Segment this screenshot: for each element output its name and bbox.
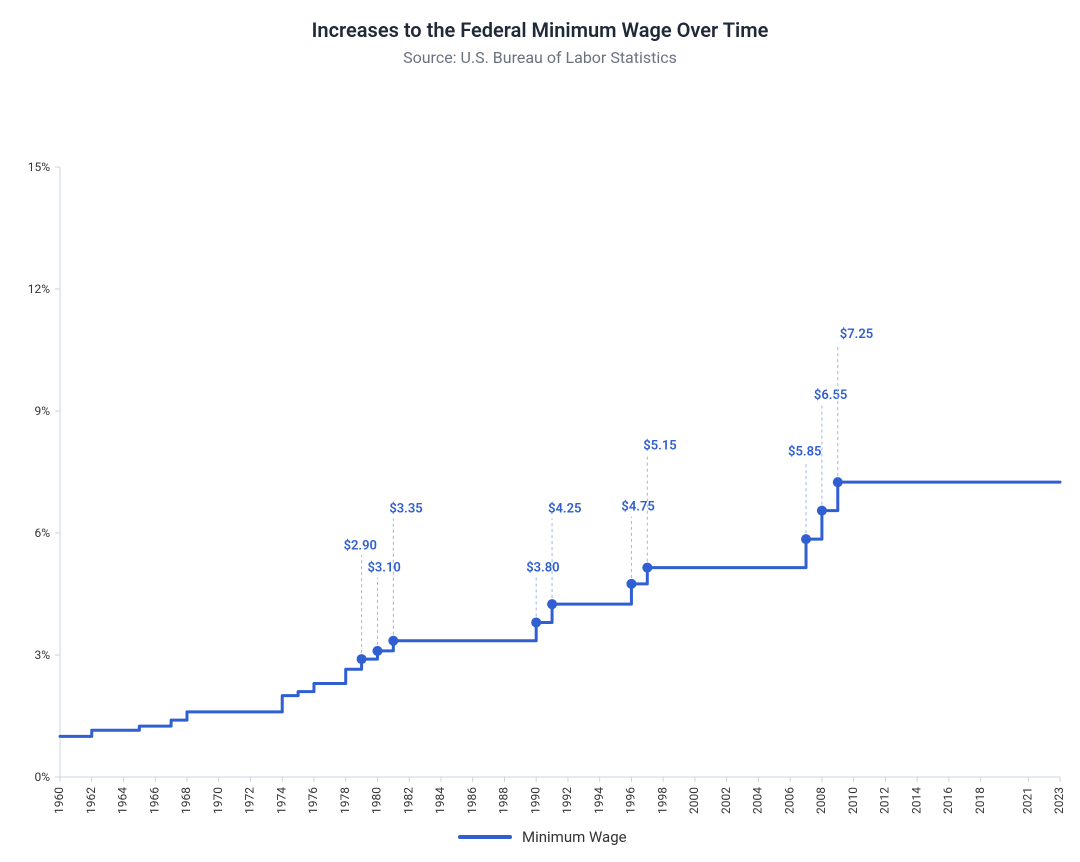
x-tick-label: 2002 xyxy=(719,787,733,814)
y-tick-label: 0% xyxy=(34,770,50,784)
series-marker xyxy=(531,617,541,627)
chart-subtitle: Source: U.S. Bureau of Labor Statistics xyxy=(0,48,1080,67)
x-tick-label: 1966 xyxy=(147,787,161,814)
y-tick-label: 12% xyxy=(28,282,50,296)
x-tick-label: 2008 xyxy=(814,787,828,814)
y-tick-label: 9% xyxy=(34,404,50,418)
series-marker xyxy=(642,563,652,573)
series-marker xyxy=(388,636,398,646)
x-tick-label: 1978 xyxy=(338,787,352,814)
x-tick-label: 1996 xyxy=(624,787,638,814)
x-tick-label: 1992 xyxy=(560,787,574,814)
annotation-label: $6.55 xyxy=(814,388,847,403)
x-tick-label: 1986 xyxy=(465,787,479,814)
annotation-label: $3.10 xyxy=(367,561,400,576)
x-tick-label: 1962 xyxy=(84,787,98,814)
x-tick-label: 2023 xyxy=(1052,787,1066,814)
chart-svg: 0% 3% 6% 9% 12% 15% 1960 1962 1964 1966 1968 1970 19… xyxy=(0,67,1080,862)
y-tick-label: 6% xyxy=(34,526,50,540)
series-marker xyxy=(357,654,367,664)
y-tick-label: 15% xyxy=(28,160,50,174)
annotation-label: $5.85 xyxy=(788,445,821,460)
x-tick-label: 2000 xyxy=(687,787,701,814)
chart-title: Increases to the Federal Minimum Wage Ov… xyxy=(0,0,1080,42)
x-tick-label: 1982 xyxy=(401,787,415,814)
x-tick-label: 2010 xyxy=(846,787,860,814)
x-tick-label: 1988 xyxy=(497,787,511,814)
annotation-label: $2.90 xyxy=(344,538,377,553)
x-tick-label: 2006 xyxy=(782,787,796,814)
x-tick-label: 1964 xyxy=(116,787,130,814)
x-tick-label: 1972 xyxy=(243,787,257,814)
x-tick-label: 1976 xyxy=(306,787,320,814)
x-tick-label: 2021 xyxy=(1020,787,1034,814)
x-tick-label: 1968 xyxy=(179,787,193,814)
legend-label: Minimum Wage xyxy=(522,828,627,846)
annotation-label: $3.35 xyxy=(389,502,422,517)
series-marker xyxy=(372,646,382,656)
x-tick-label: 1974 xyxy=(274,787,288,814)
series-marker xyxy=(817,506,827,516)
x-tick-label: 2004 xyxy=(751,787,765,814)
x-tick-label: 1970 xyxy=(211,787,225,814)
series-line xyxy=(60,482,1060,736)
x-tick-label: 1994 xyxy=(592,787,606,814)
x-tick-label: 2018 xyxy=(973,787,987,814)
series-marker xyxy=(626,579,636,589)
annotation-label: $7.25 xyxy=(840,327,873,342)
x-tick-label: 1960 xyxy=(52,787,66,814)
x-tick-label: 2016 xyxy=(941,787,955,814)
x-tick-label: 1980 xyxy=(370,787,384,814)
annotation-label: $3.80 xyxy=(526,561,559,576)
x-tick-label: 2014 xyxy=(909,787,923,814)
x-tick-label: 2012 xyxy=(878,787,892,814)
annotation-label: $5.15 xyxy=(643,439,676,454)
series-marker xyxy=(547,599,557,609)
annotation-label: $4.25 xyxy=(548,502,581,517)
series-marker xyxy=(833,477,843,487)
series-marker xyxy=(801,534,811,544)
x-tick-label: 1990 xyxy=(528,787,542,814)
y-tick-label: 3% xyxy=(34,648,50,662)
x-tick-label: 1984 xyxy=(433,787,447,814)
x-tick-label: 1998 xyxy=(655,787,669,814)
annotation-label: $4.75 xyxy=(621,500,654,515)
chart-container: Increases to the Federal Minimum Wage Ov… xyxy=(0,0,1080,795)
